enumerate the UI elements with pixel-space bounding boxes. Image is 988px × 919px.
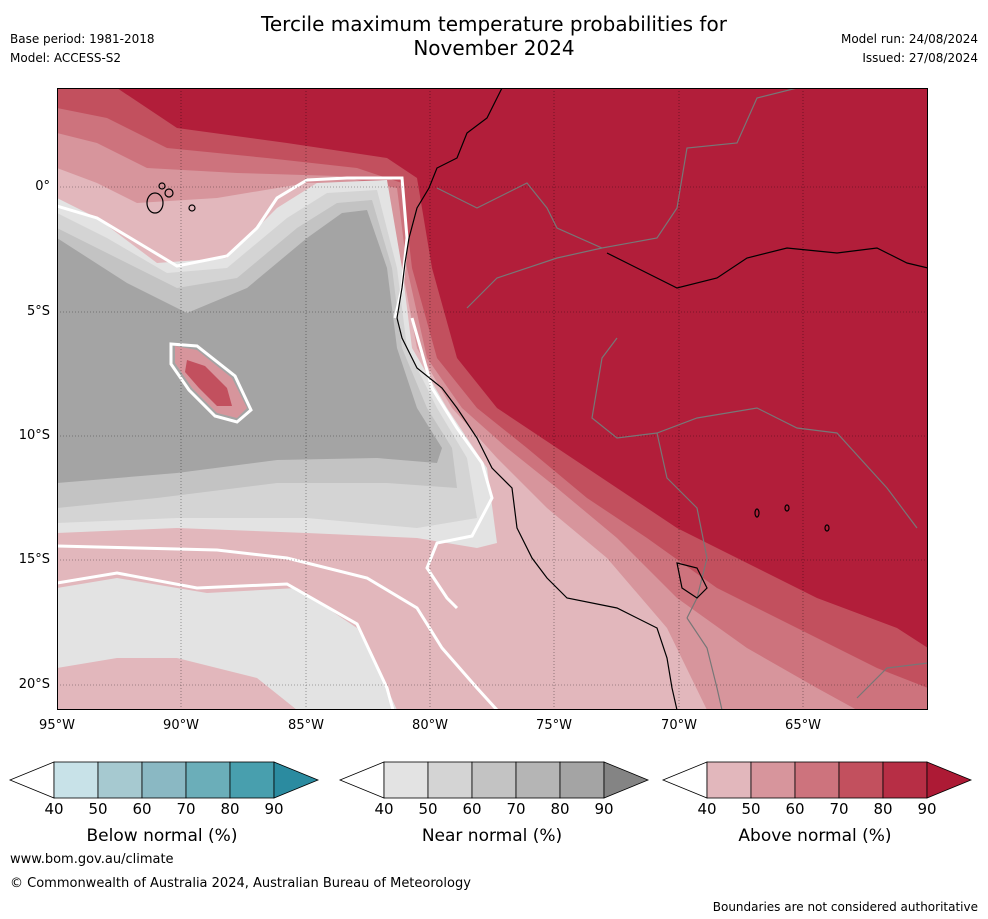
lat-label-5s: 5°S	[26, 304, 50, 319]
model-name: Model: ACCESS-S2	[10, 51, 122, 65]
colorbar-near-tick: 70	[506, 800, 526, 818]
title-line-2: November 2024	[413, 36, 575, 60]
colorbar-title-below: Below normal (%)	[86, 826, 238, 846]
colorbars	[8, 761, 973, 799]
issued-date: Issued: 27/08/2024	[862, 51, 978, 65]
colorbar-above-tick: 40	[697, 800, 717, 818]
title-line-1: Tercile maximum temperature probabilitie…	[261, 12, 727, 36]
white-contour-coast	[410, 317, 494, 610]
white-contour-north	[57, 176, 409, 319]
white-contour-island	[169, 342, 253, 424]
lat-label-0: 0°	[35, 179, 50, 194]
colorbar-below-segment	[53, 761, 99, 799]
disclaimer-text: Boundaries are not considered authoritat…	[712, 900, 978, 914]
colorbar-below-high-extend	[273, 761, 320, 799]
colorbar-near-tick: 80	[550, 800, 570, 818]
website-link[interactable]: www.bom.gov.au/climate	[10, 852, 174, 867]
colorbar-near-high-extend	[603, 761, 650, 799]
colorbar-above-tick: 80	[873, 800, 893, 818]
colorbar-above-tick: 90	[917, 800, 937, 818]
lon-label-85w: 85°W	[288, 718, 324, 733]
colorbar-near-tick: 60	[462, 800, 482, 818]
colorbar-below-low-extend	[8, 761, 55, 799]
colorbar-above-segment	[750, 761, 796, 799]
lat-label-15s: 15°S	[18, 552, 50, 567]
colorbar-near-tick: 50	[418, 800, 438, 818]
probability-map	[57, 88, 928, 710]
colorbar-above-tick: 50	[741, 800, 761, 818]
lon-label-80w: 80°W	[412, 718, 448, 733]
colorbar-below-segment	[97, 761, 143, 799]
above-island-core	[185, 360, 232, 406]
base-period: Base period: 1981-2018	[10, 32, 155, 46]
lat-label-10s: 10°S	[18, 428, 50, 443]
lon-label-75w: 75°W	[536, 718, 572, 733]
colorbar-near-segment	[559, 761, 605, 799]
copyright-text: © Commonwealth of Australia 2024, Austra…	[10, 876, 471, 891]
country-borders	[436, 88, 928, 710]
graticule	[57, 88, 928, 710]
colorbar-near-tick: 90	[594, 800, 614, 818]
colorbar-above-tick: 60	[785, 800, 805, 818]
south-near-patch	[57, 578, 397, 710]
lon-label-65w: 65°W	[785, 718, 821, 733]
colorbar-below-segment	[141, 761, 187, 799]
colorbar-below-tick: 50	[88, 800, 108, 818]
coastline	[146, 88, 928, 710]
colorbar-below-segment	[229, 761, 275, 799]
lon-label-70w: 70°W	[661, 718, 697, 733]
lat-label-20s: 20°S	[18, 677, 50, 692]
colorbar-above-low-extend	[661, 761, 708, 799]
colorbar-below-tick: 40	[44, 800, 64, 818]
colorbar-above-high-extend	[926, 761, 973, 799]
colorbar-title-near: Near normal (%)	[421, 826, 563, 846]
colorbar-above-segment	[706, 761, 752, 799]
colorbar-below-tick: 70	[176, 800, 196, 818]
colorbar-above-segment	[882, 761, 928, 799]
page-title: Tercile maximum temperature probabilitie…	[0, 12, 988, 60]
lon-label-90w: 90°W	[163, 718, 199, 733]
colorbar-title-above: Above normal (%)	[738, 826, 892, 846]
colorbar-below-tick: 80	[220, 800, 240, 818]
colorbar-near-tick: 40	[374, 800, 394, 818]
colorbar-near-segment	[471, 761, 517, 799]
colorbar-near-segment	[383, 761, 429, 799]
colorbar-below-tick: 60	[132, 800, 152, 818]
colorbar-above-segment	[838, 761, 884, 799]
colorbar-below-segment	[185, 761, 231, 799]
colorbar-near-segment	[515, 761, 561, 799]
colorbar-below-tick: 90	[264, 800, 284, 818]
lon-label-95w: 95°W	[39, 718, 75, 733]
colorbar-near-segment	[427, 761, 473, 799]
colorbar-above-tick: 70	[829, 800, 849, 818]
colorbar-above-segment	[794, 761, 840, 799]
map-frame	[57, 88, 928, 710]
colorbar-near-low-extend	[338, 761, 385, 799]
white-contour-south-2	[57, 571, 395, 710]
near-80-region	[57, 210, 442, 483]
model-run: Model run: 24/08/2024	[840, 32, 978, 46]
white-contour-south	[57, 544, 499, 710]
